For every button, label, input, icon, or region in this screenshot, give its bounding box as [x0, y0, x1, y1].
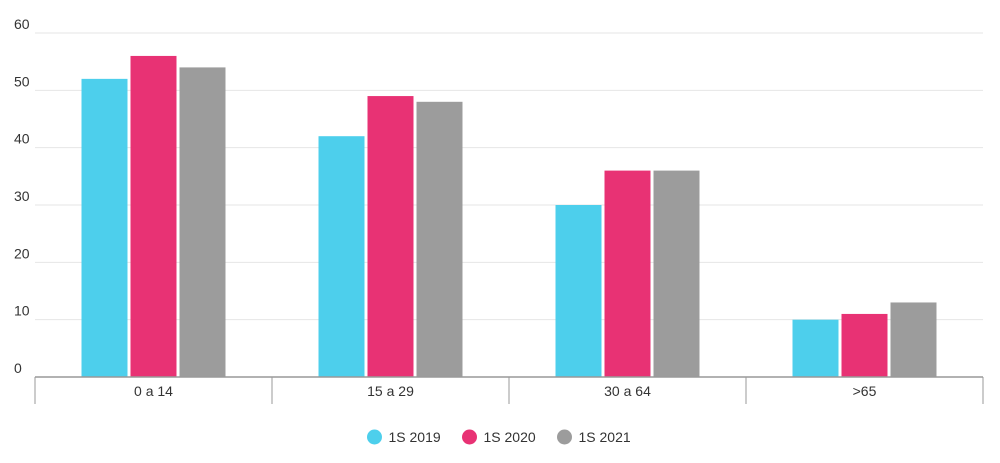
bar-3-1 — [179, 67, 226, 378]
bar-1-3 — [555, 205, 602, 377]
bar-1-1 — [81, 78, 128, 377]
bars — [81, 55, 937, 378]
legend-swatch — [462, 429, 477, 445]
x-tick-label: 30 a 64 — [604, 383, 651, 399]
x-axis: 0 a 14 15 a 29 30 a 64 >65 — [34, 376, 984, 404]
legend-label: 1S 2020 — [484, 429, 536, 445]
bar-1-4 — [792, 319, 839, 377]
bar-2-1 — [130, 55, 177, 377]
x-tick-label: >65 — [853, 383, 877, 399]
bar-2-4 — [841, 313, 888, 377]
x-tick-label: 15 a 29 — [367, 383, 414, 399]
legend-swatch — [557, 429, 572, 445]
legend-label: 1S 2019 — [389, 429, 441, 445]
gridlines — [35, 32, 983, 321]
y-tick-label: 10 — [14, 303, 30, 319]
y-tick-label: 40 — [14, 131, 30, 147]
legend-label: 1S 2021 — [579, 429, 631, 445]
y-tick-label: 20 — [14, 245, 30, 261]
y-tick-label: 30 — [14, 188, 30, 204]
bar-2-3 — [604, 170, 651, 377]
y-tick-label: 60 — [14, 16, 30, 32]
y-axis-tick-labels: 0 10 20 30 40 50 60 — [14, 16, 30, 376]
bar-3-3 — [653, 170, 700, 377]
legend-swatch — [367, 429, 382, 445]
bar-3-2 — [416, 101, 463, 378]
y-tick-label: 0 — [14, 360, 22, 376]
bar-1-2 — [318, 136, 365, 377]
x-tick-label: 0 a 14 — [134, 383, 173, 399]
y-tick-label: 50 — [14, 73, 30, 89]
bar-2-2 — [367, 96, 414, 378]
legend: 1S 2019 1S 2020 1S 2021 — [367, 429, 631, 445]
bar-3-4 — [890, 302, 937, 377]
